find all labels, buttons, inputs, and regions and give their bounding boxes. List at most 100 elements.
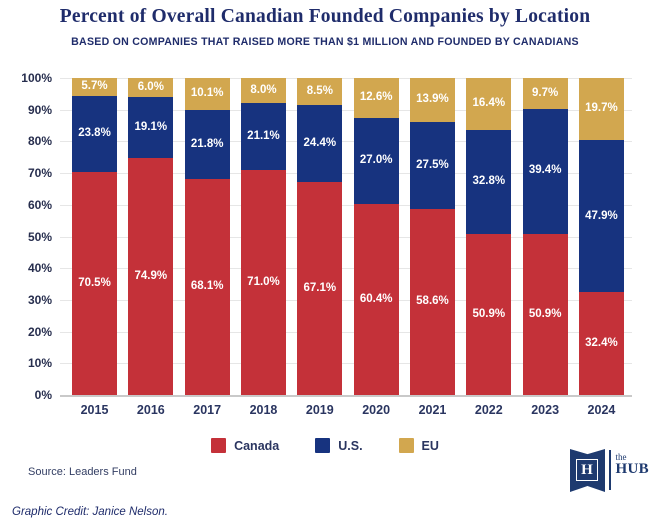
- bar-2016: 74.9% 19.1% 6.0%: [128, 78, 174, 395]
- value-label: 71.0%: [247, 275, 280, 288]
- value-label: 70.5%: [78, 276, 111, 289]
- value-label: 60.4%: [359, 292, 393, 305]
- gridline: [60, 109, 632, 111]
- gridline: [60, 268, 632, 270]
- value-label: 39.4%: [528, 164, 562, 177]
- gridline: [60, 204, 632, 206]
- source-text: Source: Leaders Fund: [28, 466, 137, 478]
- x-tick-label-2018: 2018: [249, 403, 278, 417]
- bar-2015: 70.5% 23.8% 5.7%: [72, 78, 117, 395]
- credit-text: Graphic Credit: Janice Nelson.: [12, 506, 168, 518]
- value-label: 6.0%: [137, 80, 164, 93]
- value-label: 12.6%: [359, 91, 393, 104]
- segment-canada-2018: 71.0%: [240, 169, 286, 395]
- legend: Canada U.S. EU: [0, 438, 650, 453]
- segment-canada-2023: 50.9%: [522, 233, 568, 395]
- y-tick-label: 20%: [27, 324, 52, 339]
- bar-2021: 58.6% 27.5% 13.9%: [409, 78, 455, 395]
- y-tick-label: 60%: [27, 197, 52, 212]
- value-label: 8.5%: [306, 84, 333, 97]
- bar-2024: 32.4% 47.9% 19.7%: [578, 78, 624, 395]
- bar-2020: 60.4% 27.0% 12.6%: [353, 78, 399, 395]
- segment-eu-2015: 5.7%: [72, 78, 117, 97]
- value-label: 21.8%: [190, 137, 224, 150]
- legend-swatch: [211, 438, 227, 453]
- bar-2023: 50.9% 39.4% 9.7%: [522, 78, 568, 395]
- x-tick-label-2017: 2017: [193, 403, 222, 417]
- value-label: 68.1%: [190, 280, 224, 293]
- segment-canada-2019: 67.1%: [297, 182, 343, 395]
- segment-us-2015: 23.8%: [72, 96, 117, 172]
- segment-canada-2024: 32.4%: [578, 292, 624, 395]
- segment-us-2017: 21.8%: [184, 110, 230, 180]
- legend-swatch: [398, 438, 414, 453]
- hub-letter: H: [581, 461, 593, 478]
- value-label: 50.9%: [472, 307, 506, 320]
- y-tick-label: 80%: [27, 134, 52, 149]
- bar-2019: 67.1% 24.4% 8.5%: [297, 78, 343, 395]
- segment-eu-2024: 19.7%: [578, 78, 624, 141]
- segment-us-2018: 21.1%: [240, 103, 286, 170]
- value-label: 24.4%: [303, 136, 337, 149]
- segment-eu-2019: 8.5%: [297, 78, 343, 105]
- chart-title: Percent of Overall Canadian Founded Comp…: [59, 6, 591, 27]
- x-tick-label-2020: 2020: [362, 403, 391, 417]
- segment-us-2019: 24.4%: [297, 104, 343, 183]
- x-tick-label-2016: 2016: [136, 403, 165, 417]
- value-label: 8.0%: [250, 83, 277, 96]
- value-label: 19.7%: [585, 102, 618, 115]
- gridline: [60, 236, 632, 238]
- segment-canada-2021: 58.6%: [409, 209, 455, 395]
- y-tick-label: 50%: [27, 229, 52, 244]
- logo-hub: HUB: [615, 461, 649, 477]
- logo-the: the: [615, 452, 627, 462]
- x-axis: 2015 2016 2017 2018 2019 2020 2021 2022 2023 2024: [60, 403, 632, 417]
- segment-eu-2018: 8.0%: [240, 78, 286, 104]
- legend-item-canada: Canada: [211, 438, 279, 453]
- x-tick-label-2019: 2019: [305, 403, 334, 417]
- segment-canada-2017: 68.1%: [184, 179, 230, 395]
- segment-us-2022: 32.8%: [466, 129, 512, 234]
- y-axis: 0% 10% 20% 30% 40% 50% 60% 70% 80% 90% 100%: [0, 71, 52, 402]
- legend-item-eu: EU: [398, 438, 439, 453]
- bars-container: 70.5% 23.8% 5.7% 74.9% 19.1% 6.0% 68.1% 21.8% 10…: [60, 78, 632, 395]
- segment-us-2016: 19.1%: [128, 97, 174, 158]
- gridline: [60, 299, 632, 301]
- gridline: [60, 331, 632, 333]
- logo-wordmark: the HUB: [616, 453, 649, 478]
- gridline: [60, 78, 632, 79]
- chart-subtitle: BASED ON COMPANIES THAT RAISED MORE THAN…: [71, 36, 579, 48]
- gridline: [60, 173, 632, 175]
- y-tick-label: 0%: [34, 388, 52, 402]
- y-tick-label: 90%: [27, 102, 52, 117]
- segment-canada-2016: 74.9%: [128, 157, 174, 395]
- hub-banner-icon: H: [570, 449, 605, 492]
- bar-2022: 50.9% 32.8% 16.4%: [466, 78, 512, 395]
- value-label: 47.9%: [585, 209, 618, 222]
- value-label: 16.4%: [472, 97, 506, 110]
- value-label: 58.6%: [416, 295, 449, 308]
- gridline: [60, 141, 632, 143]
- segment-canada-2022: 50.9%: [466, 233, 512, 395]
- value-label: 32.4%: [585, 336, 618, 349]
- value-label: 13.9%: [416, 93, 449, 106]
- segment-eu-2020: 12.6%: [353, 78, 399, 118]
- logo-divider: [609, 450, 611, 490]
- x-tick-label-2024: 2024: [587, 403, 616, 417]
- segment-canada-2015: 70.5%: [72, 171, 117, 395]
- segment-eu-2021: 13.9%: [409, 78, 455, 123]
- value-label: 5.7%: [81, 80, 108, 93]
- y-tick-label: 30%: [27, 292, 52, 307]
- plot-area: 70.5% 23.8% 5.7% 74.9% 19.1% 6.0% 68.1% 21.8% 10…: [60, 78, 632, 397]
- y-tick-label: 40%: [27, 261, 52, 276]
- segment-us-2023: 39.4%: [522, 108, 568, 234]
- x-tick-label-2021: 2021: [418, 403, 447, 417]
- value-label: 19.1%: [134, 120, 168, 133]
- value-label: 32.8%: [472, 174, 506, 187]
- legend-swatch: [315, 438, 331, 453]
- legend-label: EU: [421, 438, 439, 453]
- bar-2018: 71.0% 21.1% 8.0%: [240, 78, 286, 395]
- segment-eu-2023: 9.7%: [522, 78, 568, 109]
- value-label: 10.1%: [190, 87, 224, 100]
